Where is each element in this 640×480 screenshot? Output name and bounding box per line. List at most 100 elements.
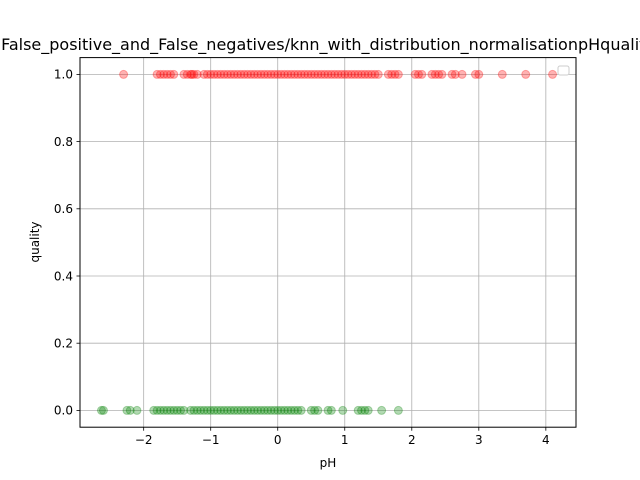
red-point — [430, 69, 440, 79]
green-point — [219, 405, 229, 415]
x-tick-label: 3 — [475, 433, 483, 447]
green-point — [293, 405, 303, 415]
green-point — [165, 405, 175, 415]
red-point — [387, 69, 397, 79]
green-point — [212, 405, 222, 415]
green-point — [152, 405, 162, 415]
y-tick-label: 0.2 — [54, 337, 73, 351]
green-point — [296, 405, 306, 415]
red-point — [340, 69, 350, 79]
red-point — [457, 69, 467, 79]
green-point — [206, 405, 216, 415]
red-point — [370, 69, 380, 79]
y-tick-label: 0.4 — [54, 269, 73, 283]
red-point — [269, 69, 279, 79]
red-point — [330, 69, 340, 79]
green-point — [279, 405, 289, 415]
red-point — [367, 69, 377, 79]
red-point — [236, 69, 246, 79]
red-point — [434, 69, 444, 79]
green-point — [269, 405, 279, 415]
green-point — [132, 405, 142, 415]
red-point — [548, 69, 558, 79]
red-point — [283, 69, 293, 79]
green-point — [96, 405, 106, 415]
green-point — [266, 405, 276, 415]
red-point — [212, 69, 222, 79]
green-point — [98, 405, 108, 415]
green-point — [169, 405, 179, 415]
y-tick-label: 0.6 — [54, 202, 73, 216]
green-point — [179, 405, 189, 415]
plot-frame — [79, 57, 577, 428]
red-point — [222, 69, 232, 79]
green-point — [289, 405, 299, 415]
green-point — [162, 405, 172, 415]
x-axis-label: pH — [320, 456, 337, 470]
red-point — [192, 69, 202, 79]
red-point — [165, 69, 175, 79]
green-point — [202, 405, 212, 415]
green-point — [363, 405, 373, 415]
red-point — [216, 69, 226, 79]
red-point — [246, 69, 256, 79]
green-point — [393, 405, 403, 415]
red-point — [450, 69, 460, 79]
red-point — [249, 69, 259, 79]
red-point — [390, 69, 400, 79]
green-point — [353, 405, 363, 415]
red-point — [303, 69, 313, 79]
red-point — [289, 69, 299, 79]
red-point — [293, 69, 303, 79]
green-point — [263, 405, 273, 415]
red-point — [320, 69, 330, 79]
red-point — [219, 69, 229, 79]
green-point — [192, 405, 202, 415]
grid-lines — [80, 57, 576, 428]
green-point — [172, 405, 182, 415]
green-point — [122, 405, 132, 415]
red-point — [313, 69, 323, 79]
red-point — [162, 69, 172, 79]
green-point — [256, 405, 266, 415]
chart-title: False_positive_and_False_negatives/knn_w… — [1, 35, 640, 55]
green-point — [338, 405, 348, 415]
red-point — [279, 69, 289, 79]
red-point — [187, 69, 197, 79]
red-point — [417, 69, 427, 79]
red-point — [333, 69, 343, 79]
green-point — [209, 405, 219, 415]
x-tick-label: 1 — [341, 433, 349, 447]
green-point — [286, 405, 296, 415]
x-tick-label: 2 — [408, 433, 416, 447]
green-point — [323, 405, 333, 415]
red-point — [155, 69, 165, 79]
red-point — [336, 69, 346, 79]
green-point — [149, 405, 159, 415]
red-point — [226, 69, 236, 79]
red-point — [343, 69, 353, 79]
red-point — [296, 69, 306, 79]
green-point — [243, 405, 253, 415]
green-point — [159, 405, 169, 415]
red-point — [273, 69, 283, 79]
red-point — [413, 69, 423, 79]
red-point — [259, 69, 269, 79]
red-point — [199, 69, 209, 79]
red-point — [263, 69, 273, 79]
red-point — [310, 69, 320, 79]
red-point — [243, 69, 253, 79]
red-point — [410, 69, 420, 79]
red-point — [152, 69, 162, 79]
red-point — [169, 69, 179, 79]
green-point — [233, 405, 243, 415]
x-tick-label: 4 — [542, 433, 550, 447]
red-point — [447, 69, 457, 79]
green-point — [186, 405, 196, 415]
green-point — [176, 405, 186, 415]
green-point — [377, 405, 387, 415]
green-point — [189, 405, 199, 415]
red-point — [276, 69, 286, 79]
green-point — [360, 405, 370, 415]
